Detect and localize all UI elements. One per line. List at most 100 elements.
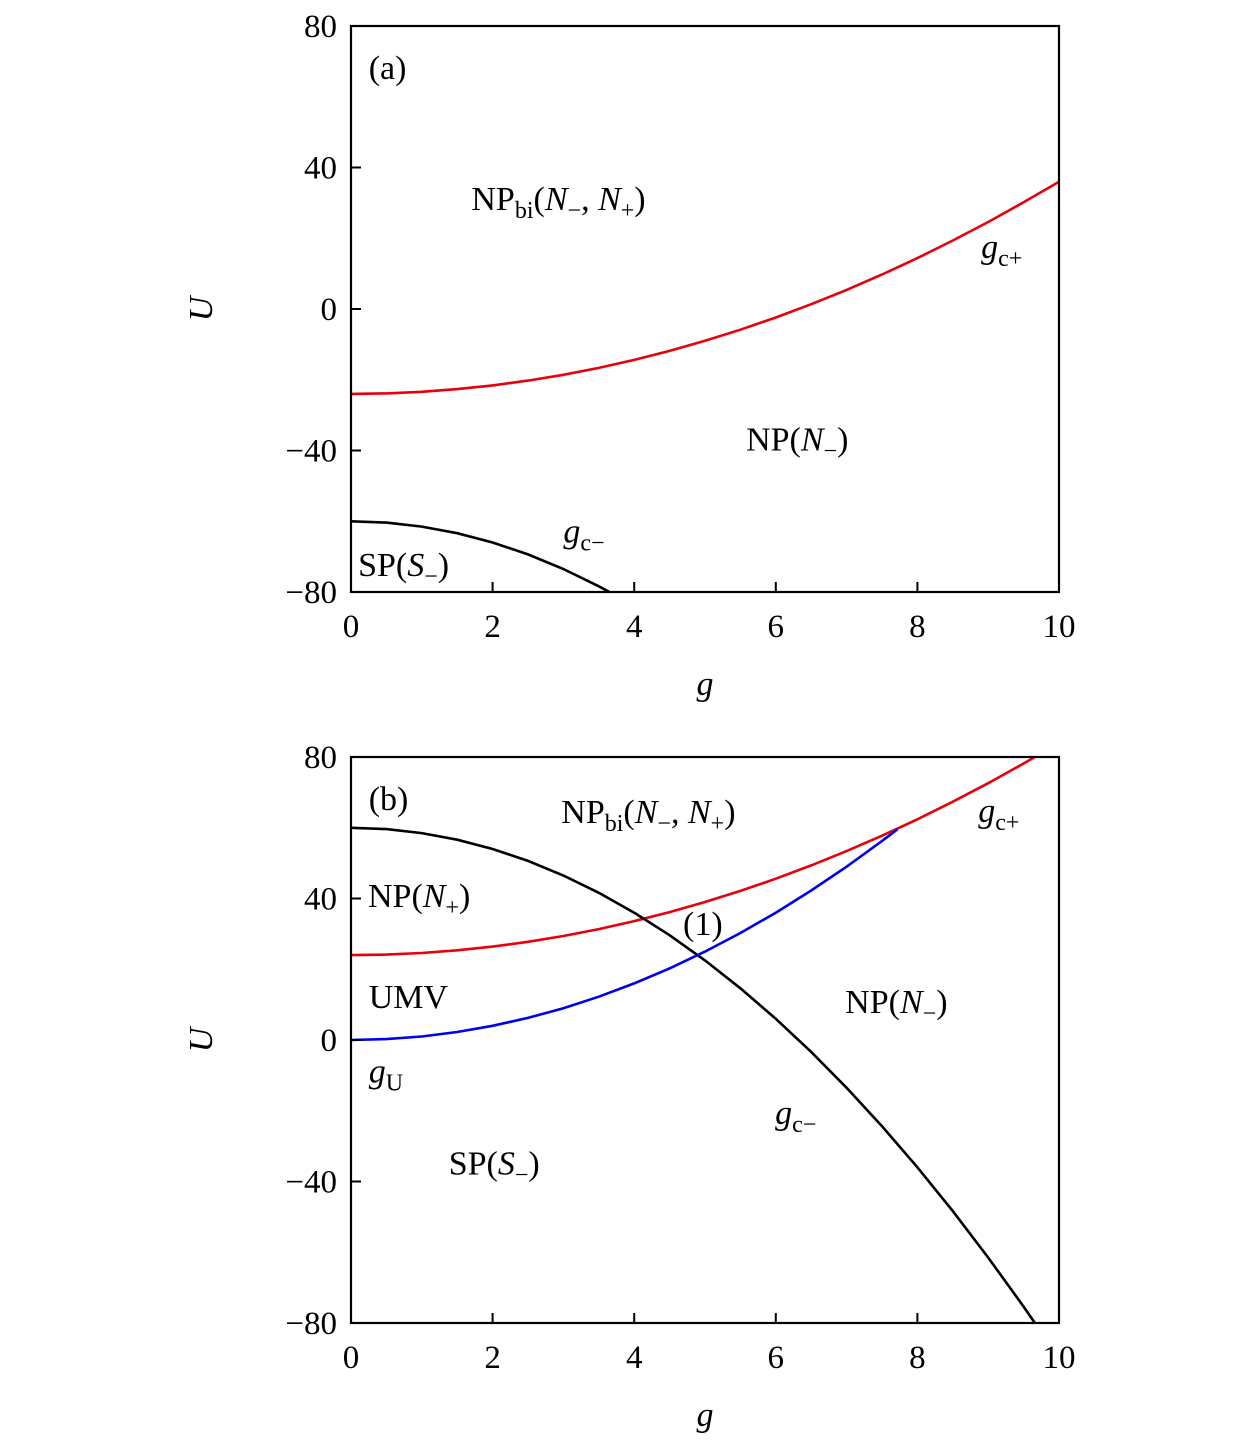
region-label: gc− (775, 1095, 816, 1138)
plot-frame (349, 755, 1061, 1325)
y-axis-label: U (183, 294, 220, 321)
subscript-text: bi (515, 198, 534, 224)
label-text: (1) (683, 906, 723, 943)
label-text: (a) (369, 50, 407, 87)
y-tick-label: 0 (321, 1023, 338, 1059)
y-tick-label: 80 (304, 740, 337, 776)
label-text: UMV (369, 979, 449, 1016)
label-text: SP( (449, 1145, 498, 1182)
x-tick-label: 8 (909, 609, 926, 645)
region-label: (b) (369, 781, 409, 818)
x-tick-label: 6 (768, 1340, 785, 1376)
x-tick-label: 10 (1043, 1340, 1076, 1376)
label-text: ) (438, 547, 449, 584)
subscript-text: + (445, 895, 459, 921)
y-tick-label: 40 (304, 151, 337, 187)
x-tick-label: 6 (768, 609, 785, 645)
x-tick-label: 0 (343, 1340, 360, 1376)
subscript-text: c− (580, 530, 604, 556)
subscript-text: + (621, 198, 635, 224)
label-text: NP (471, 181, 514, 218)
series-line-gc-0 (351, 180, 1059, 396)
label-text: g (981, 229, 998, 266)
y-tick-label: −80 (285, 575, 337, 611)
y-tick-label: 80 (304, 9, 337, 45)
label-text: N (597, 181, 623, 218)
label-text: g (775, 1095, 792, 1132)
label-text: g (978, 793, 995, 830)
x-tick-label: 2 (484, 1340, 501, 1376)
subscript-text: − (657, 811, 671, 837)
label-text: NP (561, 794, 604, 831)
label-text: , (581, 181, 598, 218)
region-label: gc+ (981, 229, 1022, 272)
label-text: ( (534, 181, 545, 218)
label-text: N (634, 794, 660, 831)
x-axis-label: g (697, 666, 714, 703)
subscript-text: c+ (995, 810, 1019, 836)
subscript-text: + (711, 811, 725, 837)
x-tick-label: 0 (343, 609, 360, 645)
region-label: NPbi(N−, N+) (561, 794, 735, 837)
label-text: (b) (369, 781, 409, 818)
x-axis-label: g (697, 1397, 714, 1434)
label-text: N (422, 878, 448, 915)
subscript-text: bi (605, 811, 624, 837)
label-text: ) (459, 878, 470, 915)
label-text: ) (936, 984, 947, 1021)
subscript-text: c− (792, 1112, 816, 1138)
region-label: gc− (563, 513, 604, 556)
region-label: NP(N−) (845, 984, 947, 1027)
subscript-text: − (824, 439, 838, 465)
label-text: ) (634, 181, 645, 218)
label-text: S (498, 1145, 515, 1182)
y-tick-label: 0 (321, 292, 338, 328)
subscript-text: − (568, 198, 582, 224)
subscript-text: c+ (998, 246, 1022, 272)
x-tick-label: 4 (626, 1340, 643, 1376)
subscript-text: − (515, 1162, 529, 1188)
series-line-gc-1 (351, 520, 611, 592)
label-text: g (369, 1053, 386, 1090)
label-text: ) (837, 422, 848, 459)
x-tick-label: 8 (909, 1340, 926, 1376)
region-label: NP(N+) (368, 878, 470, 921)
region-label: (1) (683, 906, 723, 943)
label-text: ) (724, 794, 735, 831)
x-tick-label: 2 (484, 609, 501, 645)
label-text: S (407, 547, 424, 584)
label-text: N (544, 181, 570, 218)
subscript-text: U (386, 1070, 403, 1096)
label-text: N (800, 422, 826, 459)
label-text: NP( (845, 984, 900, 1021)
region-label: (a) (369, 50, 407, 87)
y-tick-label: 40 (304, 882, 337, 918)
subscript-text: − (424, 564, 438, 590)
label-text: ( (623, 794, 634, 831)
subscript-text: − (923, 1001, 937, 1027)
label-text: , (671, 794, 688, 831)
region-label: NPbi(N−, N+) (471, 181, 645, 224)
region-label: SP(S−) (358, 547, 449, 590)
label-text: N (899, 984, 925, 1021)
label-text: g (563, 513, 580, 550)
label-text: NP( (368, 878, 423, 915)
y-tick-label: −80 (285, 1306, 337, 1342)
y-tick-label: −40 (285, 1165, 337, 1201)
series-line-gc-0 (351, 757, 1036, 957)
x-tick-label: 10 (1043, 609, 1076, 645)
y-axis-label: U (183, 1025, 220, 1052)
plot-frame (349, 24, 1061, 594)
region-label: gc+ (978, 793, 1019, 836)
y-tick-label: −40 (285, 434, 337, 470)
series-line-gc-1 (351, 826, 1036, 1323)
region-label: UMV (369, 979, 449, 1016)
label-text: ) (528, 1145, 539, 1182)
region-label: gU (369, 1053, 403, 1096)
label-text: NP( (746, 422, 801, 459)
x-tick-label: 4 (626, 609, 643, 645)
series-line-gU-2 (351, 828, 899, 1042)
region-label: SP(S−) (449, 1145, 540, 1188)
